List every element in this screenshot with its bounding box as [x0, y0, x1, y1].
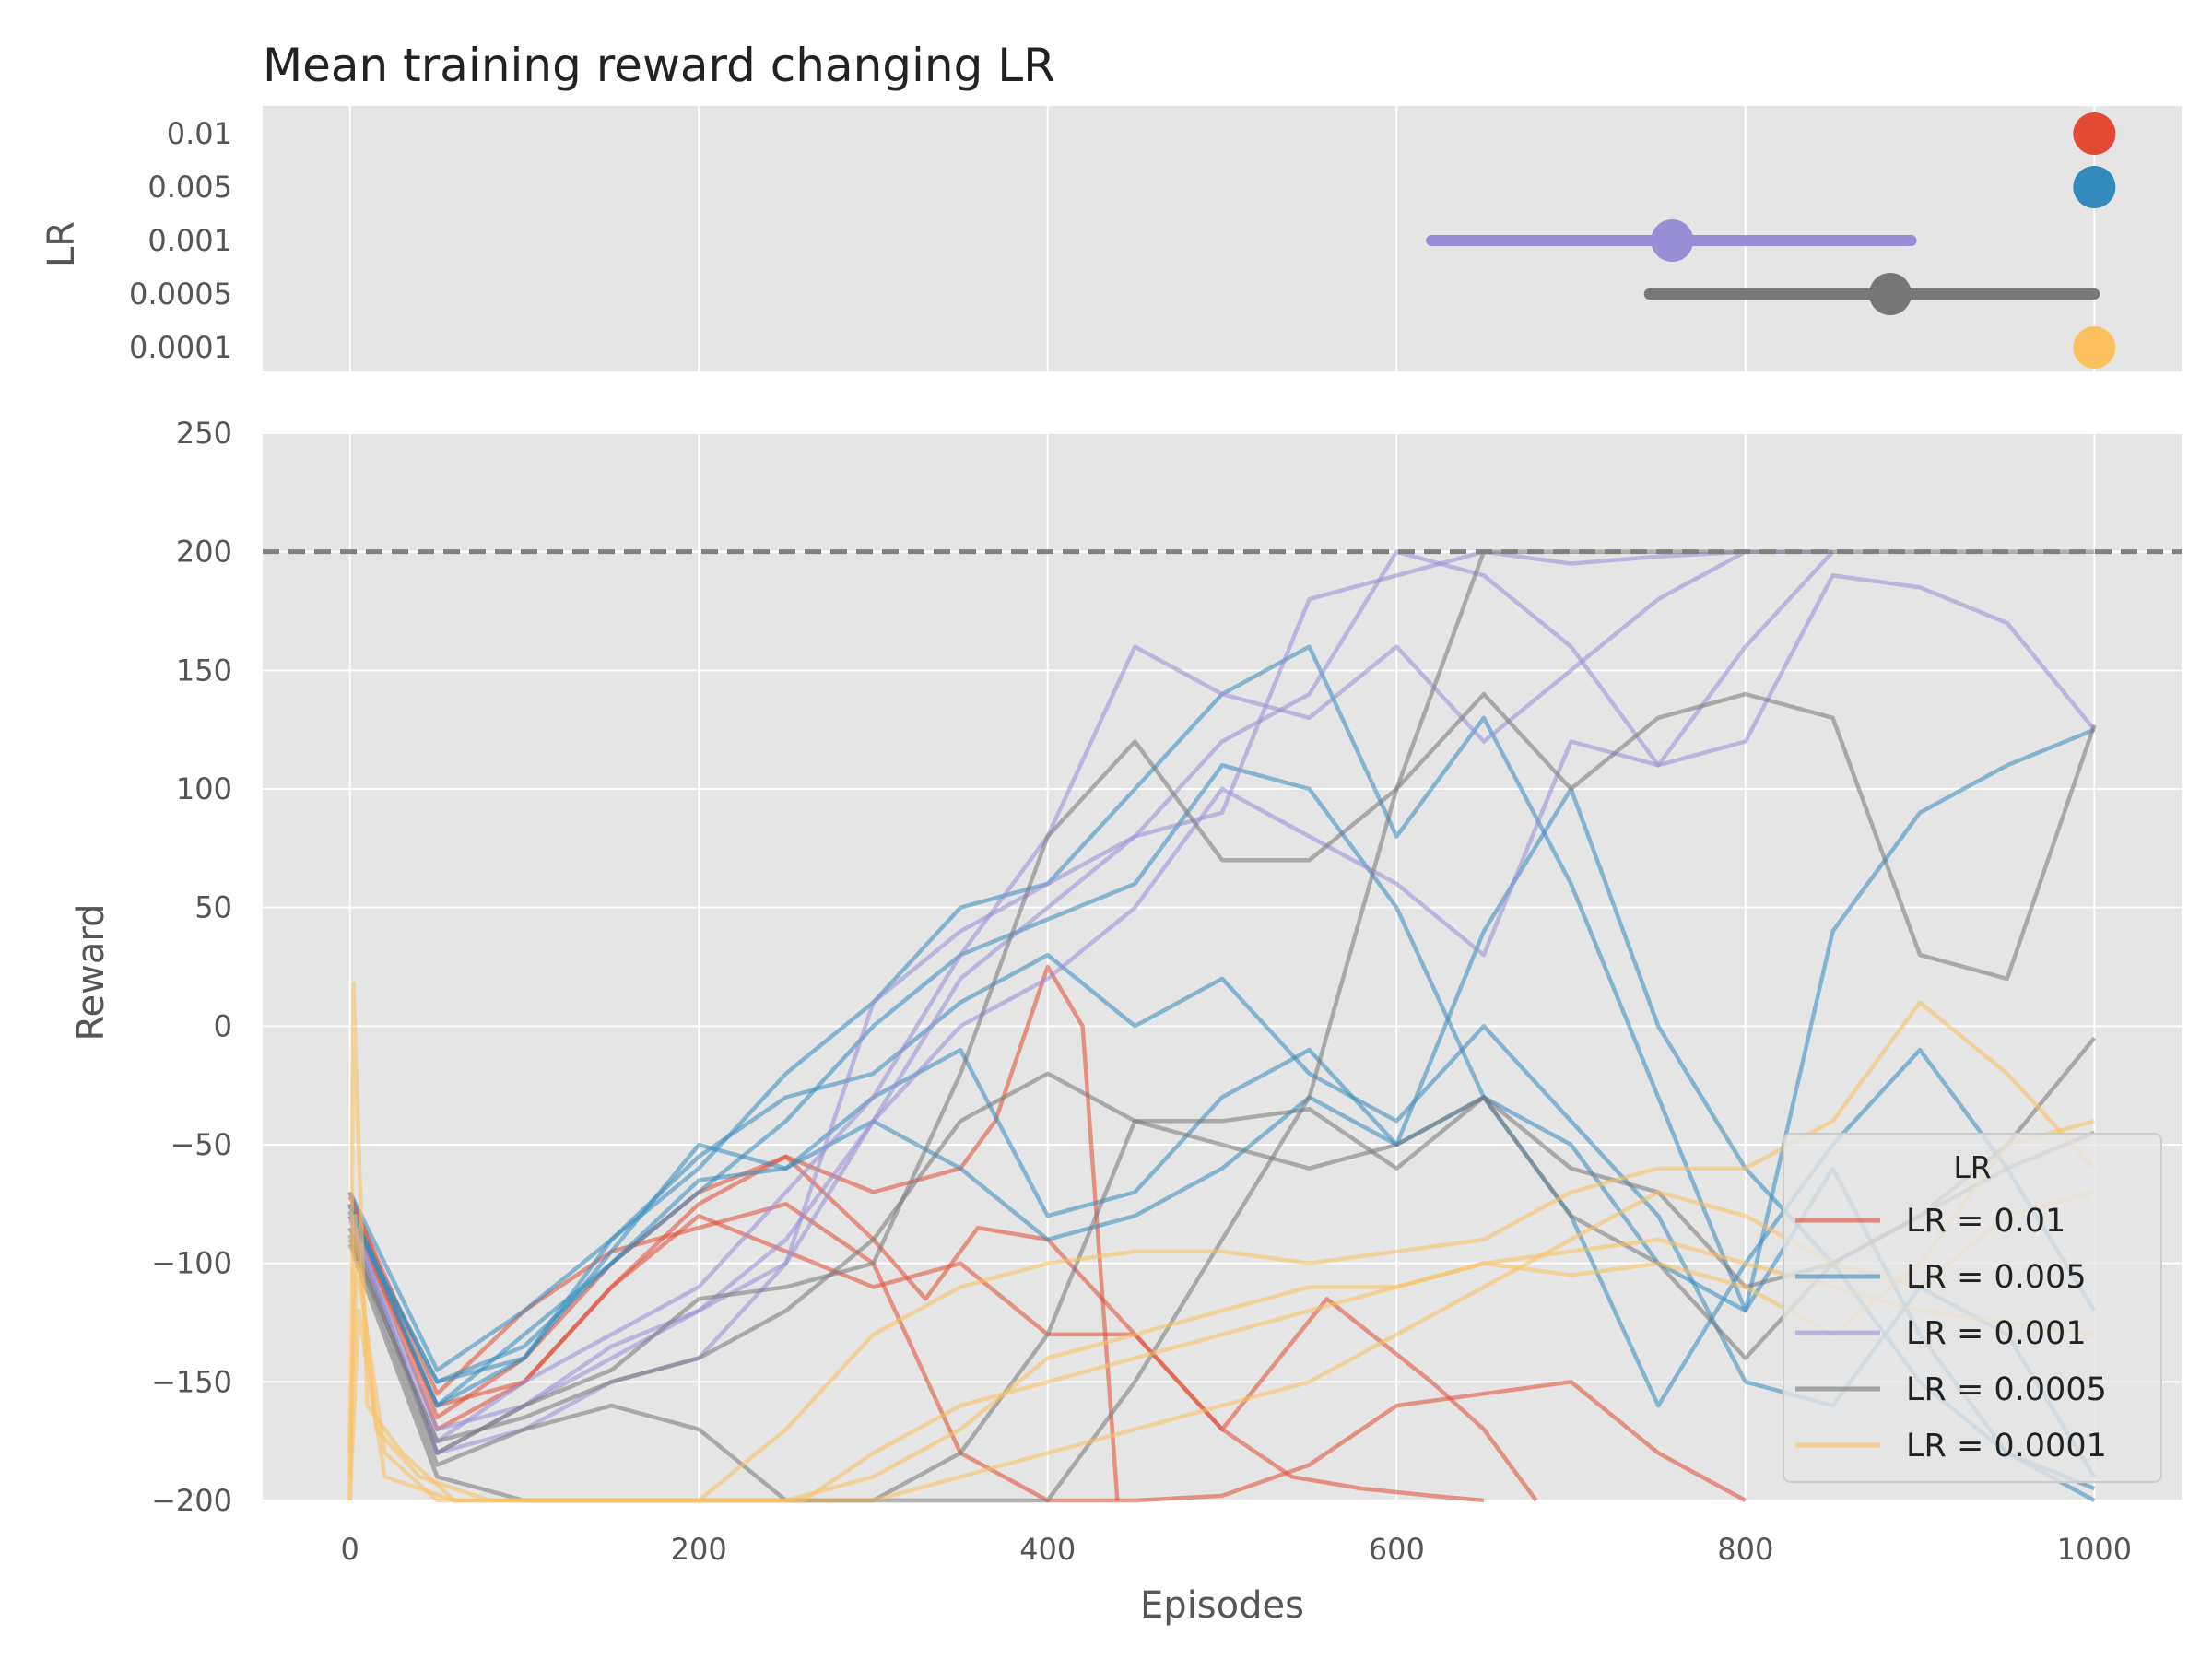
- series-line: [347, 981, 2097, 1503]
- lr-marker: [1651, 219, 1694, 262]
- series-line: [347, 727, 2096, 1384]
- legend-entry-label: LR = 0.005: [1906, 1259, 2087, 1296]
- y-axis-label: Reward: [70, 904, 112, 1041]
- top-y-tick-label: 0.0005: [129, 276, 232, 312]
- y-tick-label: 200: [176, 535, 232, 570]
- legend-title: LR: [1953, 1149, 1991, 1185]
- lr-marker: [2073, 326, 2116, 369]
- legend-entry-label: LR = 0.0001: [1906, 1428, 2107, 1465]
- top-y-tick-label: 0.001: [147, 223, 232, 258]
- bottom-panel-y-tick-labels: −200 −150 −100 −50 0 50 100 150 200 250: [151, 416, 232, 1518]
- lr-marker: [2073, 166, 2116, 208]
- y-tick-label: 250: [176, 416, 232, 451]
- x-tick-label: 800: [1717, 1532, 1773, 1567]
- x-tick-label: 1000: [2057, 1532, 2132, 1567]
- series-line: [347, 550, 1835, 1432]
- lr-marker: [2073, 112, 2116, 155]
- top-y-tick-label: 0.005: [147, 170, 232, 205]
- y-tick-label: 100: [176, 771, 232, 806]
- top-y-tick-label: 0.0001: [129, 330, 232, 365]
- x-tick-label: 600: [1369, 1532, 1425, 1567]
- y-tick-label: 50: [194, 890, 232, 925]
- y-tick-label: 150: [176, 653, 232, 688]
- y-tick-label: −50: [170, 1127, 232, 1162]
- y-tick-label: −100: [151, 1246, 232, 1281]
- series-line: [347, 1119, 2095, 1503]
- top-y-tick-label: 0.01: [167, 116, 232, 151]
- legend-entry-label: LR = 0.01: [1906, 1203, 2065, 1240]
- y-tick-label: −200: [151, 1483, 232, 1518]
- chart-title: Mean training reward changing LR: [263, 39, 1055, 92]
- top-panel-y-tick-labels: 0.01 0.005 0.001 0.0005 0.0001: [129, 116, 232, 365]
- x-axis-label: Episodes: [1140, 1584, 1304, 1627]
- top-y-axis-label: LR: [41, 221, 83, 267]
- x-tick-label: 400: [1019, 1532, 1076, 1567]
- series-line: [347, 549, 2097, 1455]
- lr-marker: [1868, 273, 1912, 315]
- bottom-panel-series-lines: [347, 549, 2097, 1503]
- series-line: [347, 1203, 1485, 1503]
- series-line: [347, 691, 2097, 1455]
- legend-entry-label: LR = 0.001: [1906, 1315, 2087, 1352]
- y-tick-label: −150: [151, 1364, 232, 1399]
- bottom-panel-x-tick-labels: 0 200 400 600 800 1000: [340, 1532, 2132, 1567]
- legend-entry-label: LR = 0.0005: [1906, 1371, 2107, 1408]
- y-tick-label: 0: [214, 1008, 232, 1043]
- legend-entries: LR = 0.01 LR = 0.005 LR = 0.001 LR = 0.0005…: [1795, 1203, 2107, 1465]
- x-tick-label: 200: [671, 1532, 727, 1567]
- top-panel-markers: [1426, 112, 2116, 369]
- x-tick-label: 0: [340, 1532, 359, 1567]
